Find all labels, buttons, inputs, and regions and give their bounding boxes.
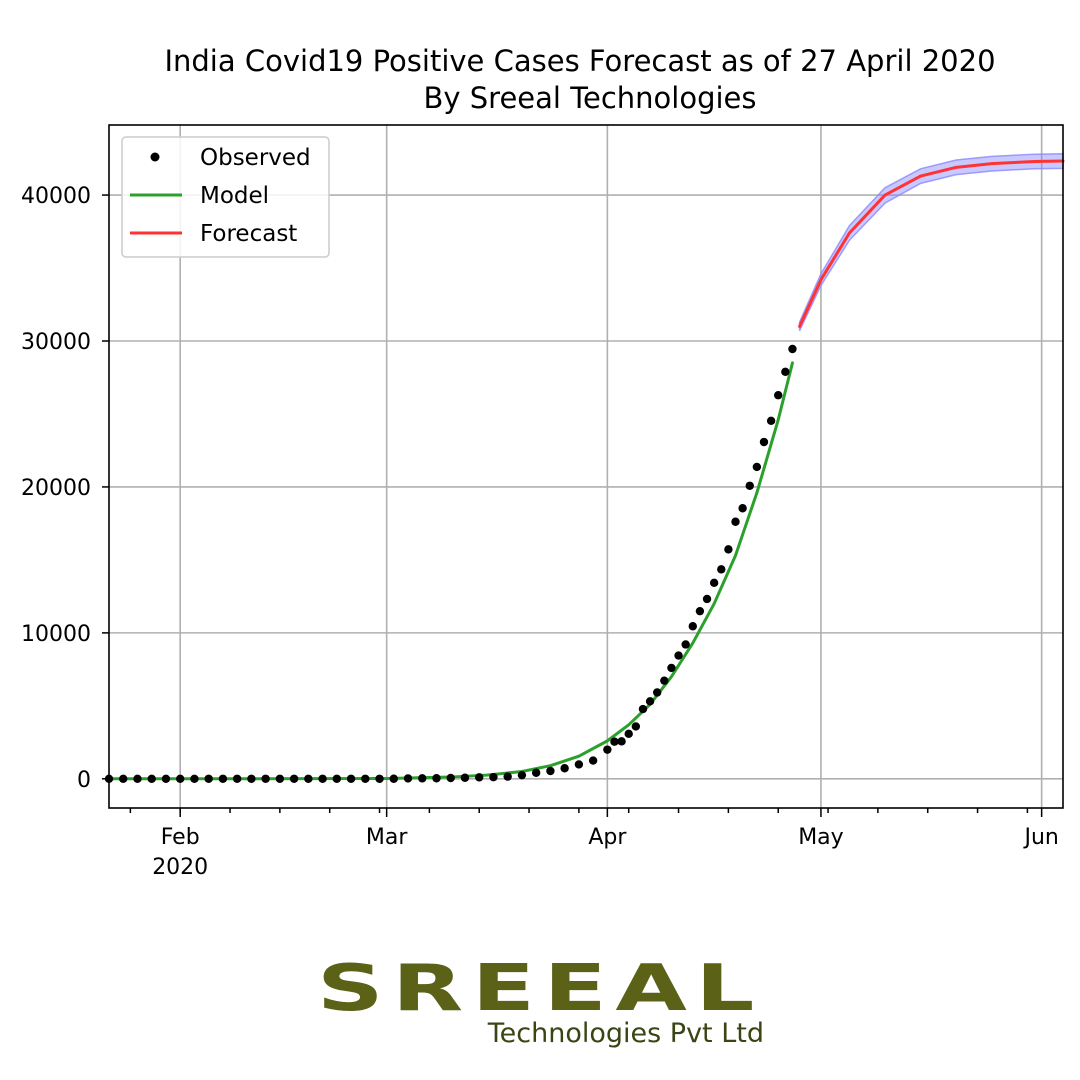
observed-point <box>774 391 783 400</box>
observed-point <box>446 773 455 783</box>
observed-point <box>752 462 762 472</box>
y-tick-label: 0 <box>77 768 91 793</box>
observed-point <box>660 676 669 685</box>
observed-point <box>724 545 733 554</box>
forecast-band <box>798 152 1064 332</box>
observed-point <box>375 774 384 783</box>
observed-point <box>645 697 655 706</box>
observed-point <box>624 729 633 739</box>
observed-point <box>709 578 719 588</box>
legend-box <box>121 136 330 258</box>
observed-point <box>731 517 740 526</box>
observed-point <box>460 773 470 782</box>
x-tick-label: Mar <box>366 825 408 850</box>
x-tick-labels: Feb 2020 Mar Apr May Jun <box>152 825 1059 880</box>
observed-point <box>674 651 683 660</box>
legend-label: Model <box>200 183 269 209</box>
observed-point <box>489 772 498 782</box>
observed-point <box>503 772 512 781</box>
axis-ticks <box>102 194 1043 817</box>
observed-point <box>717 565 726 574</box>
legend: Observed Model Forecast <box>121 136 330 258</box>
model-line <box>107 361 794 781</box>
observed-point <box>652 688 662 697</box>
observed-point <box>588 756 598 765</box>
observed-point <box>133 774 142 784</box>
observed-point <box>560 764 569 773</box>
observed-point <box>318 774 327 783</box>
observed-point <box>759 437 769 447</box>
logo-tagline: Technologies Pvt Ltd <box>487 1018 764 1049</box>
legend-marker-dot <box>150 152 160 162</box>
observed-point <box>475 773 484 782</box>
observed-point <box>175 774 185 783</box>
forecast-confidence-band <box>798 152 1064 332</box>
observed-point <box>631 722 641 731</box>
forecast-line <box>798 159 1065 328</box>
observed-point <box>574 760 584 769</box>
legend-label: Observed <box>200 145 311 171</box>
observed-point <box>389 774 398 783</box>
observed-point <box>119 774 128 784</box>
y-tick-label: 20000 <box>21 476 91 501</box>
observed-point <box>695 606 705 616</box>
chart-subtitle: By Sreeal Technologies <box>424 81 757 115</box>
x-tick-sublabel: 2020 <box>152 855 208 880</box>
observed-points <box>104 344 797 784</box>
sreeal-logo: SREEAL Technologies Pvt Ltd <box>317 952 764 1049</box>
y-tick-label: 40000 <box>21 184 91 209</box>
observed-point <box>289 774 299 783</box>
observed-point <box>617 737 626 746</box>
observed-point <box>603 745 612 754</box>
y-tick-label: 10000 <box>21 622 91 647</box>
observed-point <box>531 768 541 777</box>
observed-point <box>702 594 712 604</box>
observed-point <box>332 774 342 783</box>
y-tick-labels: 0 10000 20000 30000 40000 <box>21 184 91 793</box>
observed-point <box>346 774 356 783</box>
observed-point <box>517 770 527 780</box>
observed-point <box>261 774 270 783</box>
observed-point <box>218 774 228 783</box>
observed-point <box>610 737 619 746</box>
observed-point <box>788 344 797 354</box>
observed-point <box>667 663 676 673</box>
plot-frame <box>108 124 1064 809</box>
observed-point <box>766 416 776 426</box>
observed-point <box>161 774 171 783</box>
observed-point <box>204 774 213 783</box>
observed-point <box>432 774 441 783</box>
observed-point <box>738 504 747 513</box>
observed-point <box>546 766 555 776</box>
observed-point <box>638 704 648 714</box>
observed-point <box>418 774 427 783</box>
observed-point <box>781 367 790 376</box>
x-tick-label: Jun <box>1022 825 1058 850</box>
observed-point <box>688 622 697 631</box>
x-tick-label: Apr <box>588 825 627 850</box>
chart-title: India Covid19 Positive Cases Forecast as… <box>164 44 995 78</box>
observed-point <box>147 774 156 784</box>
x-tick-label: Feb <box>161 825 200 850</box>
observed-point <box>361 774 370 783</box>
observed-point <box>275 774 285 783</box>
logo-wordmark: SREEAL <box>317 952 763 1026</box>
x-tick-label: May <box>798 825 843 850</box>
observed-point <box>232 774 242 783</box>
y-tick-label: 30000 <box>21 330 91 355</box>
observed-point <box>681 640 690 649</box>
legend-label: Forecast <box>200 221 297 247</box>
observed-point <box>247 774 256 783</box>
observed-point <box>403 774 413 783</box>
observed-point <box>190 774 199 783</box>
observed-point <box>304 774 313 783</box>
observed-point <box>745 481 754 490</box>
